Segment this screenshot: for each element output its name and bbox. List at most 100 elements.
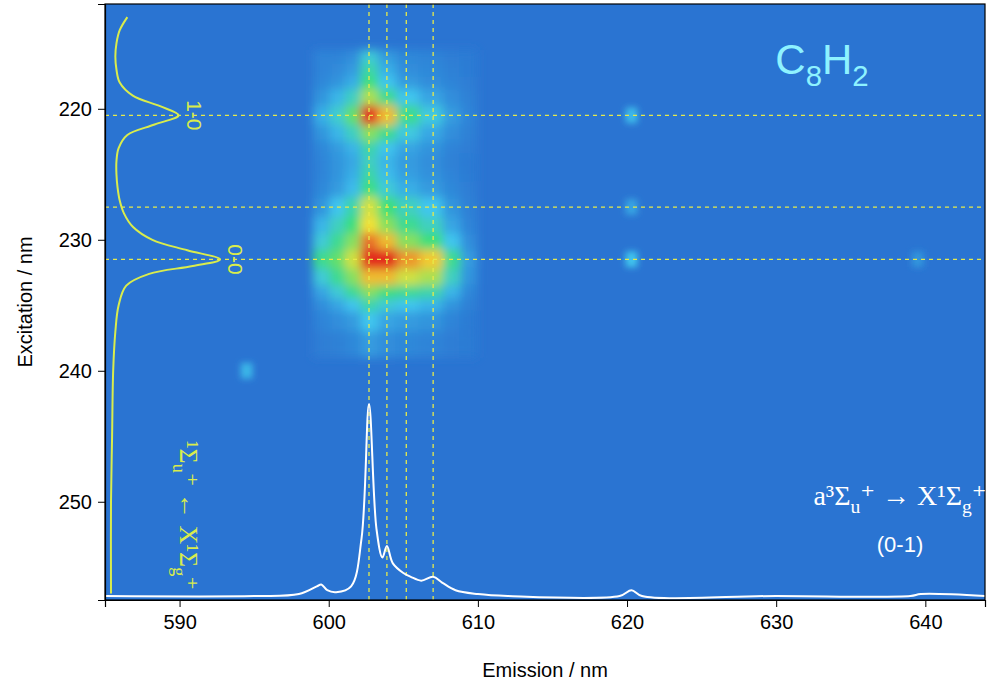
heatmap-cell: [397, 217, 420, 233]
plot-background: [105, 4, 985, 600]
heatmap-cell: [461, 142, 477, 155]
heatmap-cell: [461, 76, 477, 89]
heatmap-cell: [345, 155, 361, 168]
x-tick: 610: [462, 600, 495, 633]
heatmap-cell: [329, 269, 345, 285]
heatmap-cell: [461, 217, 477, 233]
heatmap-cell: [313, 233, 329, 249]
x-tick-mark: [925, 600, 926, 607]
heatmap-cell: [397, 197, 420, 217]
heatmap-cell: [397, 76, 420, 89]
y-axis-line: [98, 5, 106, 601]
y-tick: 230: [59, 229, 105, 251]
heatmap-cell: [443, 125, 461, 141]
heatmap-cell: [329, 181, 345, 197]
peak-annotation: 1-0: [183, 100, 206, 130]
heatmap-cell: [461, 155, 477, 168]
heatmap-cell: [443, 168, 461, 181]
heatmap-cell: [443, 299, 461, 312]
chart-title: C8H2: [775, 36, 868, 92]
heatmap-cell: [461, 50, 477, 63]
x-tick-label: 610: [462, 611, 495, 633]
emission-transition: a³Σu⁺ → X¹Σg⁺: [813, 480, 986, 517]
y-axis-title: Excitation / nm: [14, 236, 36, 367]
heatmap-cell: [461, 89, 477, 105]
heatmap-cell: [420, 76, 443, 89]
heatmap-cell: [345, 76, 361, 89]
x-tick-label: 590: [163, 611, 196, 633]
heatmap-cell: [313, 89, 329, 105]
heatmap-cell: [461, 125, 477, 141]
heatmap-cell: [420, 250, 443, 270]
heatmap-cell: [397, 142, 420, 155]
y-axis: 220230240250: [59, 5, 106, 601]
heatmap-cell: [313, 312, 329, 332]
heatmap-cells: [313, 50, 477, 358]
y-tick-mark: [98, 502, 105, 503]
heatmap-cell: [329, 286, 345, 299]
y-tick-mark: [98, 371, 105, 372]
chart: 590600610620630640220230240250Emission /…: [0, 0, 997, 689]
horizontal-guide: [105, 206, 985, 207]
x-axis-title: Emission / nm: [482, 659, 608, 681]
heatmap-cell: [443, 181, 461, 197]
heatmap-cell: [329, 331, 345, 357]
heatmap-cell: [329, 168, 345, 181]
heatmap-cell: [313, 269, 329, 285]
x-tick-label: 640: [909, 611, 942, 633]
horizontal-guide: [105, 115, 985, 116]
heatmap-cell: [461, 181, 477, 197]
heatmap-cell: [313, 286, 329, 299]
heatmap-cell: [345, 63, 361, 76]
text-run: H: [822, 36, 852, 83]
heatmap-cell: [397, 233, 420, 249]
heatmap-cell: [420, 331, 443, 357]
heatmap-cell: [420, 106, 443, 126]
heatmap-cell: [461, 269, 477, 285]
subscript: 2: [852, 59, 868, 92]
guide-lines: [105, 4, 985, 600]
heatmap-cell: [329, 155, 345, 168]
heatmap-cell: [397, 312, 420, 332]
x-tick: 620: [611, 600, 644, 633]
heatmap-cell: [313, 217, 329, 233]
x-tick-label: 600: [313, 611, 346, 633]
heatmap-cell: [378, 312, 397, 332]
heatmap-cell: [420, 181, 443, 197]
heatmap-cell: [420, 63, 443, 76]
heatmap-cell: [420, 155, 443, 168]
heatmap-cell: [420, 125, 443, 141]
heatmap-cell: [443, 63, 461, 76]
x-axis-line: [106, 601, 986, 608]
emission-spectrum: [105, 404, 985, 598]
heatmap-cell: [313, 331, 329, 357]
x-tick-mark: [180, 600, 181, 607]
heatmap-cell: [329, 89, 345, 105]
heatmap-cell: [420, 197, 443, 217]
text-run: ⁺ ← X¹Σ: [174, 473, 203, 567]
heatmap-cell: [313, 168, 329, 181]
heatmap-cell: [420, 142, 443, 155]
heatmap-cell: [329, 76, 345, 89]
text-run: ¹Σ: [174, 441, 203, 464]
heatmap-cell: [313, 299, 329, 312]
heatmap-cell: [313, 50, 329, 63]
y-tick-mark: [98, 240, 105, 241]
heatmap-cell: [420, 50, 443, 63]
heatmap-cell: [313, 142, 329, 155]
subscript: u: [851, 496, 861, 517]
heatmap-cell: [397, 50, 420, 63]
text-run: ⁺: [972, 480, 987, 511]
heatmap-cell: [461, 312, 477, 332]
vertical-guide: [432, 4, 433, 600]
x-tick-mark: [329, 600, 330, 607]
heatmap-cell: [420, 233, 443, 249]
subscript: 8: [806, 59, 822, 92]
heatmap-cell: [420, 89, 443, 105]
heatmap-cell: [443, 286, 461, 299]
x-tick-mark: [627, 600, 628, 607]
plot-frame: [105, 4, 985, 600]
y-tick: 240: [59, 360, 105, 382]
heatmap-cell: [329, 299, 345, 312]
heatmap-cell: [420, 168, 443, 181]
